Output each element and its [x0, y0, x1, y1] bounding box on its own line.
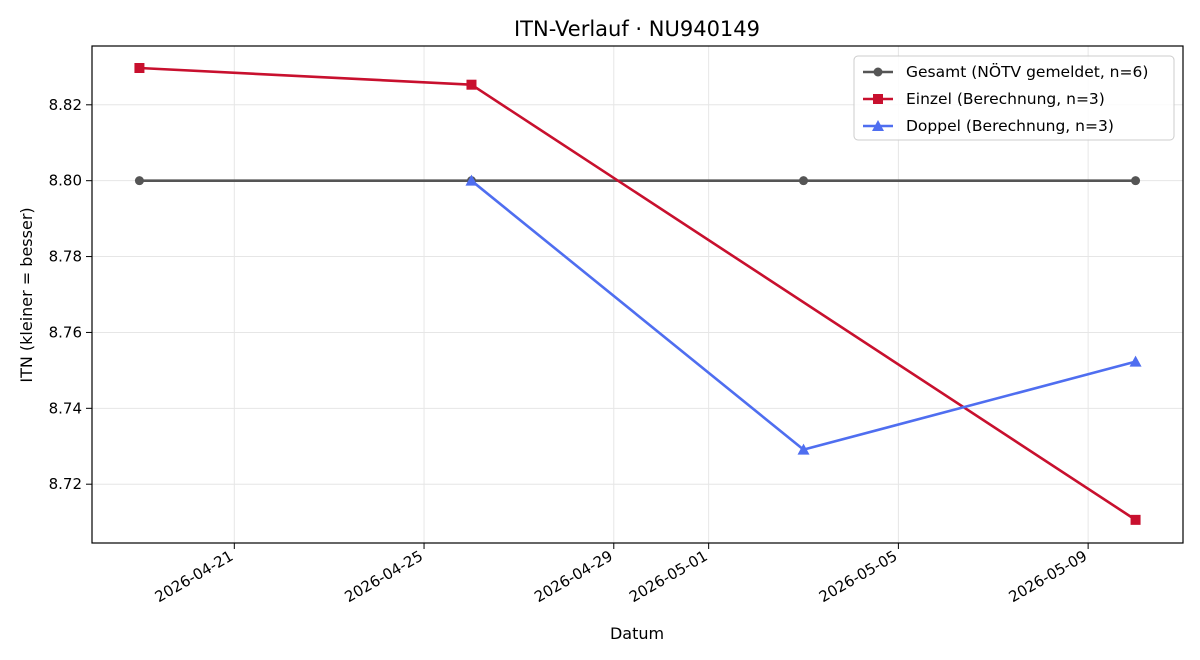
x-axis-label: Datum — [610, 624, 664, 643]
legend-label: Einzel (Berechnung, n=3) — [906, 90, 1105, 108]
y-tick-label: 8.78 — [49, 248, 82, 266]
legend-item: Doppel (Berechnung, n=3) — [863, 117, 1114, 135]
series-square — [134, 63, 1141, 525]
series-circle — [134, 176, 1141, 186]
legend-marker — [873, 94, 883, 104]
plot-frame — [91, 45, 1184, 544]
y-tick-label: 8.76 — [49, 323, 82, 341]
legend-label: Doppel (Berechnung, n=3) — [906, 117, 1114, 135]
data-point — [799, 176, 809, 186]
x-tick-label: 2026-05-01 — [626, 547, 711, 606]
y-tick-label: 8.72 — [49, 475, 82, 493]
legend-label: Gesamt (NÖTV gemeldet, n=6) — [906, 62, 1148, 81]
series-line — [470, 179, 1136, 451]
data-point — [134, 63, 145, 74]
x-tick-label: 2026-05-09 — [1006, 547, 1091, 606]
series-triangle — [465, 174, 1142, 455]
legend-marker — [873, 67, 883, 77]
data-point — [1131, 176, 1141, 186]
y-axis-ticks: 8.72 8.74 8.76 8.78 8.80 8.82 — [49, 96, 92, 493]
data-point — [134, 176, 144, 186]
legend-item: Gesamt (NÖTV gemeldet, n=6) — [863, 62, 1148, 81]
series-layer — [134, 63, 1142, 525]
data-point — [1130, 514, 1141, 525]
x-axis-ticks: 2026-04-21 2026-04-25 2026-04-29 2026-05-01… — [152, 543, 1090, 606]
y-tick-label: 8.80 — [49, 172, 82, 190]
data-point — [797, 443, 810, 455]
y-tick-label: 8.74 — [49, 399, 82, 417]
x-tick-label: 2026-05-05 — [816, 547, 901, 606]
legend-marker — [872, 120, 884, 131]
data-point — [466, 79, 477, 90]
chart-title: ITN-Verlauf · NU940149 — [514, 17, 760, 41]
data-point — [465, 174, 478, 186]
legend-item: Einzel (Berechnung, n=3) — [863, 90, 1105, 108]
x-tick-label: 2026-04-21 — [152, 547, 237, 606]
legend: Gesamt (NÖTV gemeldet, n=6) Einzel (Berec… — [853, 55, 1175, 141]
legend-box — [853, 55, 1175, 141]
x-tick-label: 2026-04-25 — [342, 547, 427, 606]
x-tick-label: 2026-04-29 — [531, 547, 616, 606]
data-point — [1129, 355, 1142, 367]
y-tick-label: 8.82 — [49, 96, 82, 114]
y-axis-label: ITN (kleiner = besser) — [17, 207, 36, 382]
